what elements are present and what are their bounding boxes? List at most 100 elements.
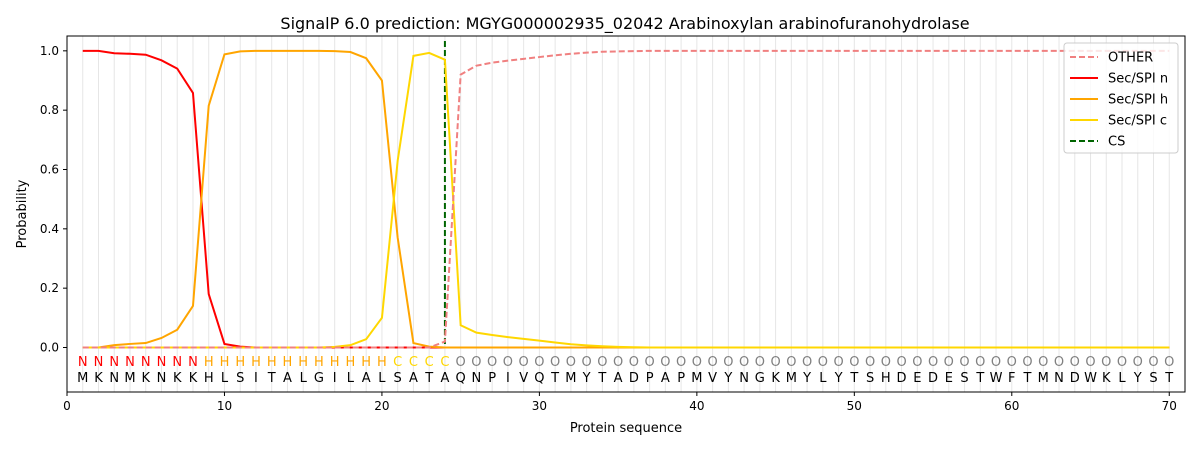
residue-letter: F — [1008, 371, 1015, 386]
region-label: O — [629, 355, 639, 370]
residue-letter: P — [677, 371, 685, 386]
legend-label: CS — [1108, 135, 1125, 150]
residue-letter: Y — [802, 371, 811, 386]
region-label: O — [566, 355, 576, 370]
region-label: O — [1085, 355, 1095, 370]
residue-letter: A — [283, 371, 292, 386]
legend-label: Sec/SPI n — [1108, 72, 1168, 87]
region-label: C — [409, 355, 418, 370]
residue-letter: I — [506, 371, 510, 386]
residue-letter: Y — [1133, 371, 1142, 386]
y-tick-label: 0.2 — [40, 281, 59, 295]
region-label: O — [1133, 355, 1143, 370]
region-label: O — [833, 355, 843, 370]
region-label: O — [739, 355, 749, 370]
residue-letter: G — [314, 371, 324, 386]
residue-letter: N — [1054, 371, 1064, 386]
residue-letter: H — [881, 371, 891, 386]
residue-letter: T — [267, 371, 276, 386]
residue-letter: N — [739, 371, 749, 386]
residue-letter: E — [913, 371, 921, 386]
residue-letter: N — [157, 371, 167, 386]
region-label: O — [944, 355, 954, 370]
residue-letter: Q — [534, 371, 544, 386]
series-line-sec-spi-c — [82, 51, 1170, 349]
region-label: O — [802, 355, 812, 370]
region-label: O — [471, 355, 481, 370]
region-label: O — [928, 355, 938, 370]
region-label: H — [204, 355, 214, 370]
region-label: O — [959, 355, 969, 370]
x-tick-label: 10 — [217, 399, 232, 413]
x-tick-label: 40 — [689, 399, 704, 413]
residue-letter: S — [1149, 371, 1157, 386]
region-label: H — [377, 355, 387, 370]
region-label: O — [912, 355, 922, 370]
series-line-sec-spi-h — [82, 49, 1170, 349]
region-label: O — [896, 355, 906, 370]
y-tick-label: 1.0 — [40, 44, 59, 58]
residue-letter: L — [221, 371, 229, 386]
y-tick-label: 0.0 — [40, 341, 59, 355]
residue-letter: N — [109, 371, 119, 386]
region-label: O — [550, 355, 560, 370]
region-label: O — [818, 355, 828, 370]
region-label: O — [707, 355, 717, 370]
plot-frame — [66, 35, 1186, 393]
residue-letter: M — [1038, 371, 1049, 386]
residue-letter: L — [1118, 371, 1126, 386]
x-tick-label: 50 — [847, 399, 862, 413]
x-axis-label: Protein sequence — [570, 421, 682, 436]
residue-letter: Q — [456, 371, 466, 386]
region-label: C — [425, 355, 434, 370]
region-label: H — [220, 355, 230, 370]
region-label: C — [393, 355, 402, 370]
y-tick-label: 0.4 — [40, 222, 59, 236]
region-label: C — [440, 355, 449, 370]
region-label: O — [770, 355, 780, 370]
region-label: N — [188, 355, 198, 370]
series-line-sec-spi-n — [82, 49, 1170, 349]
region-label: O — [865, 355, 875, 370]
region-label: O — [1164, 355, 1174, 370]
region-label: H — [235, 355, 245, 370]
residue-letter: A — [661, 371, 670, 386]
region-label: O — [1007, 355, 1017, 370]
region-label: O — [1054, 355, 1064, 370]
residue-letter: S — [866, 371, 874, 386]
residue-letter: M — [77, 371, 88, 386]
region-label: H — [314, 355, 324, 370]
residue-letter: W — [1084, 371, 1097, 386]
residue-letter: K — [771, 371, 780, 386]
residue-letter: A — [614, 371, 623, 386]
residue-letter: T — [597, 371, 606, 386]
residue-letter: L — [819, 371, 827, 386]
residue-letter: L — [300, 371, 308, 386]
residue-letter: T — [550, 371, 559, 386]
residue-letter: T — [1023, 371, 1032, 386]
residue-letter: H — [204, 371, 214, 386]
region-label: O — [1070, 355, 1080, 370]
residue-letter: S — [960, 371, 968, 386]
region-label: O — [534, 355, 544, 370]
residue-letter: Y — [582, 371, 591, 386]
region-label: H — [251, 355, 261, 370]
region-label: N — [94, 355, 104, 370]
residue-letter: P — [488, 371, 496, 386]
region-label: O — [881, 355, 891, 370]
region-label: O — [849, 355, 859, 370]
region-label: N — [157, 355, 167, 370]
x-tick-label: 20 — [374, 399, 389, 413]
region-label: O — [487, 355, 497, 370]
region-label: H — [346, 355, 356, 370]
region-label: O — [613, 355, 623, 370]
residue-letter: T — [849, 371, 858, 386]
region-label: O — [519, 355, 529, 370]
region-label: O — [582, 355, 592, 370]
residue-letter: T — [424, 371, 433, 386]
region-label: N — [109, 355, 119, 370]
region-label: O — [503, 355, 513, 370]
residue-letter: M — [786, 371, 797, 386]
residue-letter: V — [708, 371, 717, 386]
